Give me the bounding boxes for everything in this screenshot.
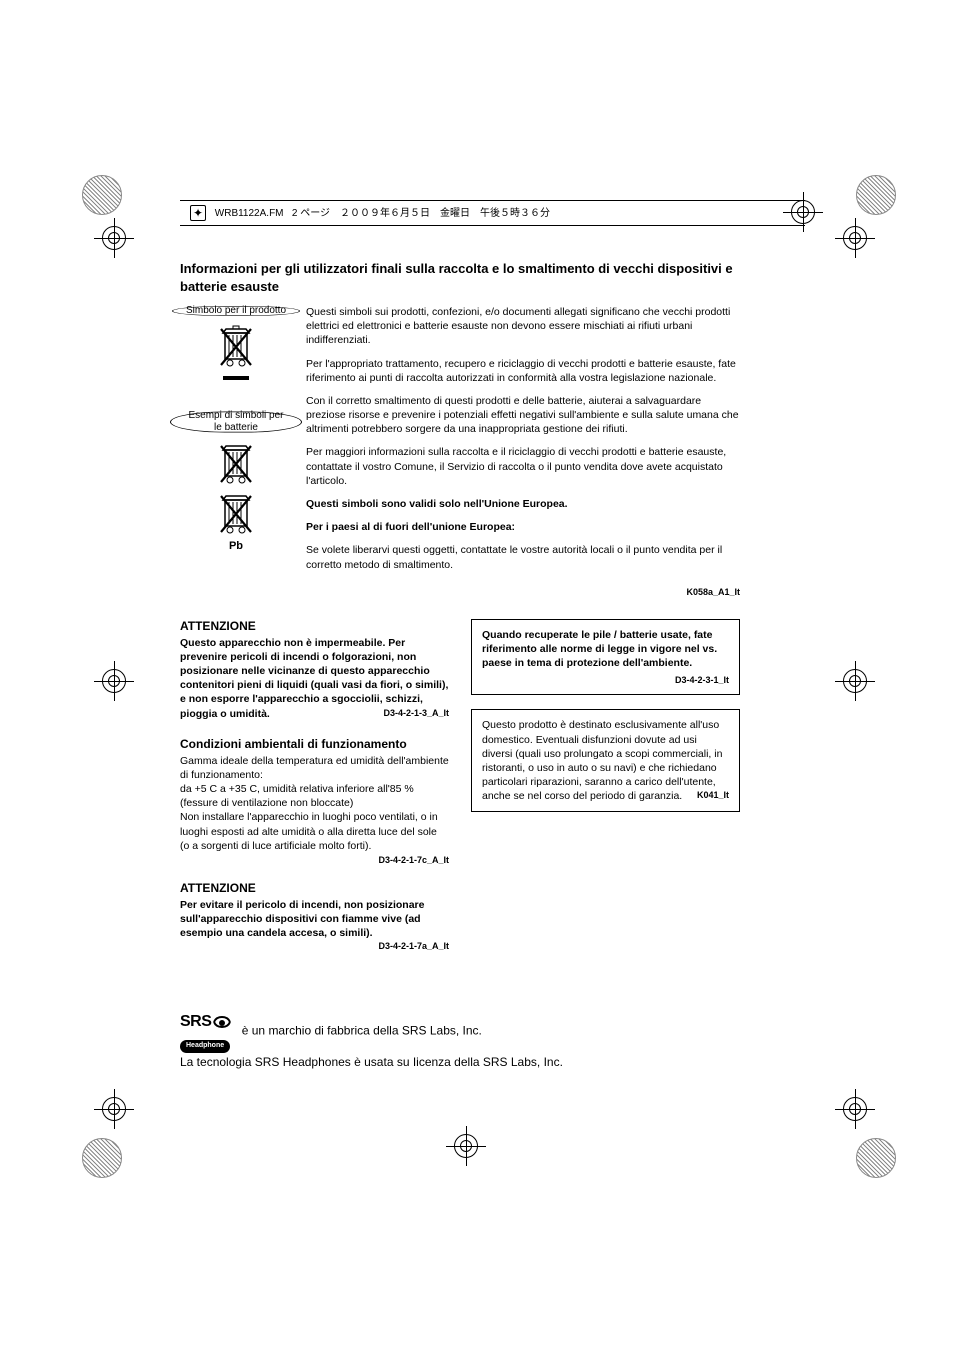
domestic-use-text: Questo prodotto è destinato esclusivamen… xyxy=(482,719,722,802)
code-d3-4-2-1-7a: D3-4-2-1-7a_A_It xyxy=(378,940,449,952)
reg-cross-bl xyxy=(98,1093,138,1133)
weee-battery-icon-1 xyxy=(219,442,253,486)
info-p6: Per i paesi al di fuori dell'unione Euro… xyxy=(306,520,740,534)
disposal-info-block: Simbolo per il prodotto Esempi di simbol… xyxy=(180,305,740,581)
attenzione-heading-1: ATTENZIONE xyxy=(180,619,449,633)
code-d3-4-2-3-1: D3-4-2-3-1_It xyxy=(482,674,729,686)
header-pageinfo: 2 ページ ２００９年６月５日 金曜日 午後５時３６分 xyxy=(292,208,550,219)
code-k041: K041_It xyxy=(697,789,729,801)
left-column: ATTENZIONE Questo apparecchio non è impe… xyxy=(180,619,449,953)
disposal-text: Questi simboli sui prodotti, confezioni,… xyxy=(306,305,740,581)
reg-hatch-br xyxy=(856,1138,896,1178)
attenzione-body-2: Per evitare il pericolo di incendi, non … xyxy=(180,898,449,941)
srs-line1: è un marchio di fabbrica della SRS Labs,… xyxy=(242,1023,482,1037)
info-p7: Se volete liberarvi questi oggetti, cont… xyxy=(306,543,740,571)
page-content: Informazioni per gli utilizzatori finali… xyxy=(180,260,740,953)
condizioni-heading: Condizioni ambientali di funzionamento xyxy=(180,737,449,751)
condizioni-body: Gamma ideale della temperatura ed umidit… xyxy=(180,754,449,853)
two-column-section: ATTENZIONE Questo apparecchio non è impe… xyxy=(180,619,740,953)
header-filename: WRB1122A.FM xyxy=(215,208,284,219)
reg-hatch-tr xyxy=(856,175,896,215)
info-p5: Questi simboli sono validi solo nell'Uni… xyxy=(306,497,740,511)
reg-cross-br xyxy=(839,1093,879,1133)
underline-bar-icon xyxy=(219,375,253,381)
reg-cross-tl xyxy=(98,222,138,262)
battery-symbol-label: Esempi di simboli per le batterie xyxy=(180,410,292,434)
srs-text: SRS xyxy=(180,1010,211,1034)
info-p4: Per maggiori informazioni sulla raccolta… xyxy=(306,445,740,488)
reg-cross-ml xyxy=(98,665,138,705)
weee-battery-icon-2 xyxy=(219,492,253,536)
condizioni-b2c: Non installare l'apparecchio in luoghi p… xyxy=(180,811,438,851)
product-symbol-label: Simbolo per il prodotto xyxy=(182,305,290,317)
symbol-column: Simbolo per il prodotto Esempi di simbol… xyxy=(180,305,292,581)
info-code: K058a_A1_It xyxy=(180,587,740,597)
reg-cross-mr xyxy=(839,665,879,705)
reg-hatch-tl xyxy=(82,175,122,215)
reg-cross-bc xyxy=(450,1130,490,1170)
attenzione-heading-2: ATTENZIONE xyxy=(180,881,449,895)
condizioni-b2a: Gamma ideale della temperatura ed umidit… xyxy=(180,755,449,781)
attenzione-text-2: Per evitare il pericolo di incendi, non … xyxy=(180,899,424,939)
weee-bin-icon xyxy=(219,325,253,369)
code-d3-4-2-1-7c: D3-4-2-1-7c_A_It xyxy=(180,855,449,865)
srs-logo: SRS Headphone xyxy=(180,1010,232,1053)
header-rule-bottom xyxy=(180,225,805,226)
info-p3: Con il corretto smaltimento di questi pr… xyxy=(306,394,740,437)
header-text: ✦ WRB1122A.FM 2 ページ ２００９年６月５日 金曜日 午後５時３６… xyxy=(190,204,550,221)
reg-cross-tr xyxy=(839,222,879,262)
info-p2: Per l'appropriato trattamento, recupero … xyxy=(306,357,740,385)
right-column: Quando recuperate le pile / batterie usa… xyxy=(471,619,740,953)
srs-footer: SRS Headphone è un marchio di fabbrica d… xyxy=(180,1010,740,1071)
header-glyph-icon: ✦ xyxy=(190,205,206,221)
srs-logo-top: SRS xyxy=(180,1010,232,1034)
battery-recycle-text: Quando recuperate le pile / batterie usa… xyxy=(482,629,717,669)
main-heading: Informazioni per gli utilizzatori finali… xyxy=(180,260,740,295)
srs-logo-bot: Headphone xyxy=(180,1040,230,1053)
attenzione-body-1: Questo apparecchio non è impermeabile. P… xyxy=(180,636,449,721)
battery-recycle-box: Quando recuperate le pile / batterie usa… xyxy=(471,619,740,696)
code-d3-4-2-1-3: D3-4-2-1-3_A_It xyxy=(383,707,449,719)
reg-hatch-bl xyxy=(82,1138,122,1178)
srs-line2: La tecnologia SRS Headphones è usata su … xyxy=(180,1055,563,1069)
condizioni-b2b: da +5 C a +35 C, umidità relativa inferi… xyxy=(180,783,414,809)
domestic-use-box: Questo prodotto è destinato esclusivamen… xyxy=(471,709,740,812)
pb-label: Pb xyxy=(180,540,292,552)
header-rule-top xyxy=(180,200,805,201)
reg-cross-header xyxy=(787,196,827,236)
srs-dot-icon xyxy=(212,1015,232,1029)
info-p1: Questi simboli sui prodotti, confezioni,… xyxy=(306,305,740,348)
